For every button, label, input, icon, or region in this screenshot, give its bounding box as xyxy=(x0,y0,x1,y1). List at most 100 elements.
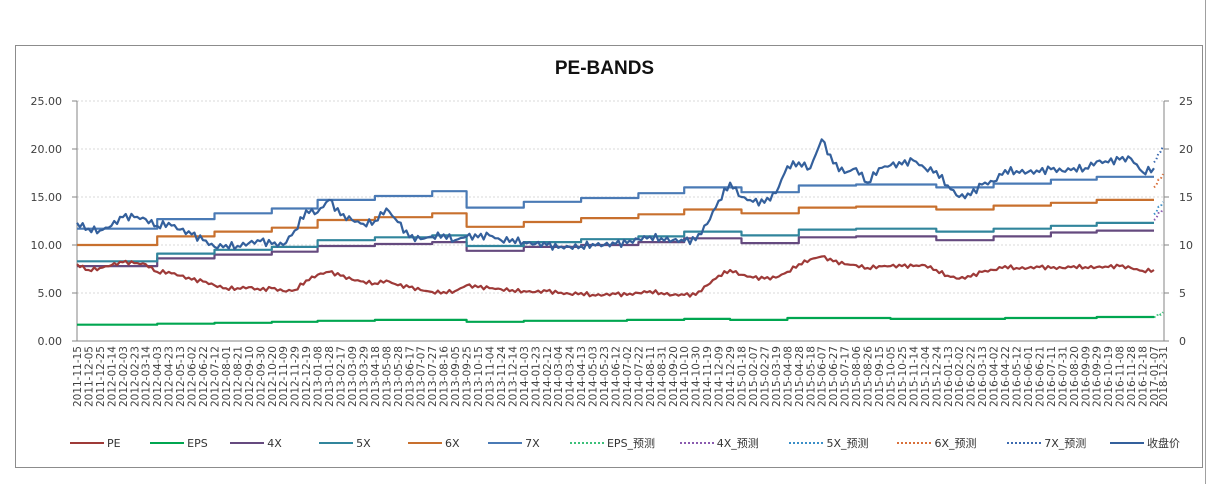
y-tick-label-right: 25 xyxy=(1179,95,1193,108)
x-tick-label: 2013-03-29 xyxy=(358,346,370,407)
x-tick-label: 2015-10-05 xyxy=(885,346,897,407)
legend-label: 4X_预测 xyxy=(716,437,759,450)
x-tick-label: 2012-06-22 xyxy=(198,346,210,407)
x-tick-label: 2014-12-29 xyxy=(725,346,737,407)
x-tick-label: 2016-11-28 xyxy=(1126,346,1138,407)
series-line-收盘价 xyxy=(76,138,1155,251)
legend-item: 5X_预测 xyxy=(789,435,897,451)
x-tick-label: 2013-07-27 xyxy=(427,346,439,407)
x-tick-label: 2012-05-13 xyxy=(175,346,187,407)
x-tick-label: 2011-12-05 xyxy=(83,346,95,407)
series-line-EPS_预测 xyxy=(1153,311,1164,319)
x-tick-label: 2016-09-29 xyxy=(1092,346,1104,407)
x-tick-label: 2013-11-24 xyxy=(496,346,508,407)
x-tick-label: 2013-05-08 xyxy=(381,346,393,407)
window-edge xyxy=(1205,0,1206,484)
legend-swatch-icon xyxy=(679,442,714,444)
legend-label: 7X_预测 xyxy=(1044,437,1087,450)
x-tick-label: 2015-09-15 xyxy=(874,346,886,407)
y-tick-label-right: 20 xyxy=(1179,143,1193,156)
x-tick-label: 2012-04-03 xyxy=(152,346,164,407)
legend-label: 6X xyxy=(444,436,460,450)
legend-swatch-icon xyxy=(1110,442,1145,444)
legend-item: 7X_预测 xyxy=(1007,435,1110,451)
x-tick-label: 2014-03-04 xyxy=(553,346,565,407)
x-tick-label: 2012-08-01 xyxy=(221,346,233,407)
x-tick-label: 2012-07-12 xyxy=(209,346,221,407)
legend-swatch-icon xyxy=(70,442,104,444)
legend-label: 7X xyxy=(525,436,540,450)
x-tick-label: 2013-11-04 xyxy=(484,346,496,407)
x-tick-label: 2012-02-03 xyxy=(118,346,130,407)
x-tick-label: 2014-05-03 xyxy=(588,346,600,407)
x-tick-label: 2015-03-19 xyxy=(771,346,783,407)
y-tick-label-right: 0 xyxy=(1179,335,1186,348)
x-tick-label: 2013-05-28 xyxy=(393,346,405,407)
legend-swatch-icon xyxy=(789,442,824,444)
x-tick-label: 2014-08-31 xyxy=(656,346,668,407)
axes xyxy=(72,100,1169,342)
x-tick-label: 2015-12-04 xyxy=(920,346,932,407)
x-tick-label: 2014-10-30 xyxy=(691,346,703,407)
x-tick-label: 2016-07-31 xyxy=(1057,346,1069,407)
x-tick-label: 2014-07-22 xyxy=(633,346,645,407)
legend-item: EPS_预测 xyxy=(569,435,680,451)
legend-label: 收盘价 xyxy=(1147,437,1181,450)
x-tick-label: 2016-01-13 xyxy=(943,346,955,407)
legend-label: EPS xyxy=(187,436,208,450)
series-line-EPS xyxy=(77,315,1154,326)
x-tick-label: 2013-03-09 xyxy=(347,346,359,407)
x-tick-label: 2016-06-01 xyxy=(1023,346,1035,407)
legend-swatch-icon xyxy=(407,442,442,444)
x-tick-label: 2012-09-30 xyxy=(255,346,267,407)
x-tick-label: 2016-12-18 xyxy=(1138,346,1150,407)
x-tick-label: 2012-06-02 xyxy=(187,346,199,407)
x-tick-label: 2013-02-17 xyxy=(336,346,348,407)
legend-swatch-icon xyxy=(1007,442,1042,444)
x-tick-label: 2012-03-14 xyxy=(141,346,153,407)
x-tick-label: 2015-02-27 xyxy=(759,346,771,407)
x-tick-label: 2013-01-28 xyxy=(324,346,336,407)
x-tick-label: 2015-02-07 xyxy=(748,346,760,407)
legend-item: 6X xyxy=(407,436,488,450)
x-tick-label: 2014-04-13 xyxy=(576,346,588,407)
y-tick-label-left: 25.00 xyxy=(31,95,63,108)
x-tick-label: 2013-06-17 xyxy=(404,346,416,407)
x-tick-label: 2014-01-03 xyxy=(519,346,531,407)
legend-label: 6X_预测 xyxy=(934,437,977,450)
x-tick-label: 2014-07-02 xyxy=(622,346,634,407)
x-tick-label: 2013-04-18 xyxy=(370,346,382,407)
x-tick-label: 2015-08-26 xyxy=(863,346,875,407)
legend-item: EPS xyxy=(150,437,230,450)
x-tick-label: 2012-02-23 xyxy=(129,346,141,407)
x-tick-label: 2015-10-25 xyxy=(897,346,909,407)
legend-label: EPS_预测 xyxy=(606,437,656,450)
x-tick-label: 2015-04-08 xyxy=(782,346,794,407)
x-tick-label: 2013-10-15 xyxy=(473,346,485,407)
series-lines xyxy=(76,138,1164,326)
legend-item: 4X xyxy=(230,437,319,450)
x-tick-label: 2012-11-09 xyxy=(278,346,290,407)
x-tick-label: 2014-10-10 xyxy=(679,346,691,407)
x-tick-label: 2015-01-18 xyxy=(737,346,749,407)
x-tick-label: 2014-11-19 xyxy=(702,346,714,407)
x-tick-label: 2016-07-11 xyxy=(1046,346,1058,407)
y-tick-label-left: 0.00 xyxy=(38,335,63,348)
series-line-6X xyxy=(77,198,1154,247)
x-tick-label: 2015-04-28 xyxy=(794,346,806,407)
legend-item: PE xyxy=(70,437,150,450)
legend-item: 4X_预测 xyxy=(679,435,790,451)
y-axis-right-labels: 0 5 10 15 20 25 xyxy=(1179,95,1193,348)
legend-item: 6X_预测 xyxy=(897,435,1007,451)
x-tick-label: 2012-11-29 xyxy=(290,346,302,407)
legend-label: 4X xyxy=(267,436,282,450)
x-tick-label: 2013-01-08 xyxy=(313,346,325,407)
x-tick-label: 2012-01-14 xyxy=(106,346,118,407)
x-tick-label: 2016-04-22 xyxy=(1000,346,1012,407)
legend-label: 5X xyxy=(356,436,371,450)
x-tick-label: 2014-08-11 xyxy=(645,346,657,407)
x-tick-label: 2016-08-20 xyxy=(1069,346,1081,407)
x-tick-label: 2012-12-19 xyxy=(301,346,313,407)
series-line-5X xyxy=(77,221,1154,263)
